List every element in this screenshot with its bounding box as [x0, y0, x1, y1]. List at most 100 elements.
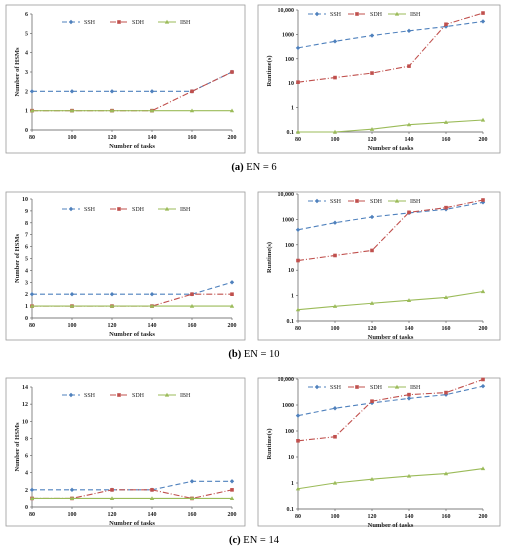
- data-point-ssh: [189, 479, 195, 484]
- y-tick-label: 0.1: [287, 130, 295, 136]
- data-point-ssh: [229, 280, 235, 285]
- y-tick-label: 10: [22, 419, 28, 425]
- y-tick-label: 12: [22, 402, 28, 408]
- y-tick-label: 2: [25, 488, 28, 494]
- data-point-sdh: [190, 292, 194, 296]
- data-point-ibh: [189, 496, 195, 501]
- data-point-ssh: [229, 479, 235, 484]
- x-tick-label: 140: [148, 135, 157, 141]
- x-tick-label: 160: [188, 512, 197, 518]
- data-point-ibh: [29, 496, 35, 501]
- data-point-ssh: [369, 33, 375, 38]
- series-line-ssh: [297, 385, 484, 417]
- x-tick-label: 200: [479, 514, 488, 520]
- data-point-sdh: [296, 258, 300, 263]
- legend-label-ssh: SSH: [84, 207, 96, 213]
- data-point-ibh: [406, 122, 412, 127]
- data-point-ibh: [332, 304, 338, 308]
- x-tick-label: 120: [108, 323, 117, 329]
- data-point-sdh: [370, 248, 374, 253]
- y-tick-label: 0.1: [287, 507, 295, 513]
- data-point-ibh: [480, 117, 486, 122]
- data-point-ssh: [369, 214, 375, 220]
- data-point-ibh: [369, 127, 375, 131]
- data-point-sdh: [190, 89, 194, 94]
- y-tick-label: 10,000: [278, 192, 295, 198]
- series-line-ssh: [297, 20, 484, 49]
- x-tick-label: 80: [29, 135, 35, 141]
- y-tick-label: 14: [22, 385, 28, 391]
- y-tick-label: 1000: [282, 217, 294, 223]
- x-axis-title: Number of tasks: [109, 331, 155, 338]
- y-tick-label: 8: [25, 436, 28, 442]
- y-tick-label: 5: [25, 257, 28, 263]
- y-axis-title: Runtime(s): [266, 242, 273, 273]
- y-tick-label: 1000: [282, 403, 294, 409]
- x-tick-label: 200: [479, 326, 488, 332]
- x-tick-label: 100: [331, 326, 340, 332]
- x-tick-label: 100: [331, 514, 340, 520]
- legend-marker-ibh: [164, 19, 170, 24]
- chart-frame: [257, 191, 501, 341]
- legend-marker-ssh: [314, 384, 320, 390]
- data-point-sdh: [230, 488, 234, 492]
- data-point-ibh: [295, 307, 301, 312]
- x-tick-label: 200: [228, 135, 237, 141]
- y-tick-label: 5: [25, 31, 28, 37]
- data-point-ibh: [332, 480, 338, 485]
- y-tick-label: 10: [288, 81, 294, 87]
- legend-label-ssh: SSH: [330, 12, 342, 18]
- y-tick-label: 9: [25, 209, 28, 215]
- data-point-sdh: [481, 377, 485, 382]
- x-tick-label: 160: [188, 135, 197, 141]
- y-tick-label: 6: [25, 12, 28, 18]
- x-axis-title: Number of tasks: [368, 334, 414, 341]
- y-tick-label: 3: [25, 280, 28, 286]
- data-point-ssh: [295, 227, 301, 232]
- data-point-ssh: [149, 89, 155, 94]
- legend-marker-ibh: [164, 206, 170, 211]
- series-line-ssh: [297, 201, 484, 231]
- data-point-ssh: [29, 292, 35, 297]
- x-tick-label: 80: [29, 323, 35, 329]
- y-tick-label: 10: [288, 455, 294, 461]
- legend-label-ibh: IBH: [180, 20, 191, 26]
- data-point-sdh: [333, 75, 337, 80]
- data-point-ibh: [189, 108, 195, 113]
- y-axis-title: Runtime(s): [266, 55, 273, 86]
- y-tick-label: 0: [25, 128, 28, 134]
- chart-panel-c-left: 0 2 4 6 8 10 12 14 80 100 120 140 160 200 Number of ta…: [5, 377, 246, 527]
- legend-marker-sdh: [355, 199, 359, 203]
- data-point-ssh: [109, 89, 115, 94]
- x-tick-label: 160: [442, 514, 451, 520]
- data-point-ssh: [480, 383, 486, 389]
- data-point-ibh: [149, 108, 155, 113]
- y-tick-label: 0: [25, 316, 28, 322]
- x-tick-label: 120: [368, 326, 377, 332]
- y-tick-label: 4: [25, 268, 28, 274]
- caption-text: EN = 10: [241, 349, 279, 360]
- y-tick-label: 100: [285, 243, 294, 249]
- y-tick-label: 0: [25, 505, 28, 511]
- legend-marker-ssh: [68, 206, 74, 212]
- y-tick-label: 3: [25, 70, 28, 76]
- legend-label-sdh: SDH: [370, 385, 383, 391]
- data-point-ibh: [369, 301, 375, 305]
- data-point-sdh: [444, 205, 448, 210]
- data-point-ibh: [295, 486, 301, 491]
- y-tick-label: 6: [25, 245, 28, 251]
- data-point-sdh: [333, 434, 337, 439]
- data-point-ssh: [406, 396, 412, 401]
- x-tick-label: 120: [108, 135, 117, 141]
- data-point-ibh: [29, 108, 35, 113]
- legend: SSH SDH IBH: [308, 198, 421, 205]
- y-tick-label: 1: [291, 481, 294, 487]
- data-point-ssh: [480, 19, 486, 24]
- legend-marker-ibh: [394, 11, 400, 16]
- data-point-ssh: [295, 45, 301, 51]
- chart-panel-a-left: 0 1 2 3 4 5 6 80 100 120 140 160 200 Number of tasks N…: [5, 4, 246, 154]
- caption-letter: (c): [229, 535, 241, 546]
- x-tick-label: 160: [442, 326, 451, 332]
- data-point-ssh: [109, 292, 115, 297]
